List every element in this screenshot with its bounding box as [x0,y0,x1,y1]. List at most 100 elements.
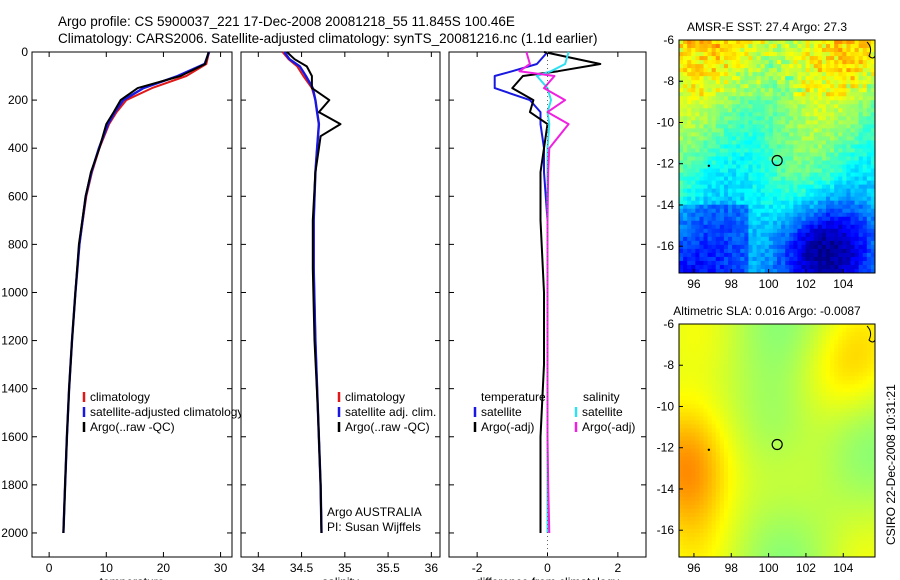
sla_map-cell [866,348,872,353]
sst_map-cell [695,120,700,125]
sla_map-cell [789,328,794,333]
sla_map-cell [813,436,819,441]
sla_map-cell [821,416,827,421]
sla_map-cell [756,448,762,453]
sst_map-cell [764,152,770,157]
sla_map-cell [805,428,811,433]
sst_map-cell [728,64,733,69]
sst_map-cell [870,260,876,266]
sst_map-cell [817,204,823,210]
sla_map-cell [809,380,815,385]
sst_map-cell [813,236,819,242]
sla_map-cell [793,324,798,329]
sla_map-cell [707,324,713,329]
sla_map-cell [858,388,864,393]
sla_map-cell [744,372,749,377]
sla_map-cell [764,480,770,486]
sst_map-cell [768,228,774,234]
sst_map-cell [699,164,704,169]
sst_map-cell [826,136,831,141]
sst_map-cell [862,52,868,57]
sst_map-cell [793,192,798,198]
sla_map-cell [703,432,708,437]
sla_map-cell [683,448,688,453]
sst_map-cell [699,204,704,210]
sst_map-cell [707,260,713,266]
sla_map-cell [842,464,847,470]
sst_map-cell [736,100,741,105]
sst_map-cell [850,244,855,250]
sst_map-cell [777,244,782,250]
sst_map-cell [789,224,794,230]
sla_map-cell [719,388,725,393]
sst_map-cell [854,244,860,250]
sst_map-cell [858,268,864,274]
sst_map-cell [744,116,749,121]
sst_map-cell [842,176,847,182]
sla_map-cell [728,416,733,421]
sla_map-cell [744,484,749,490]
sla_map-cell [854,384,860,389]
sla_map-cell [764,396,770,401]
sla_map-cell [785,332,790,337]
sst_map-cell [723,144,729,149]
sst_map-cell [846,240,851,246]
sla_map-cell [866,484,872,490]
sst_map-cell [805,268,811,274]
sst_map-cell [732,92,737,97]
sst_map-cell [744,72,749,77]
sla_map-cell [764,356,770,361]
sla_map-cell [679,440,684,445]
sla_map-cell [715,340,721,345]
sla_map-cell [728,348,733,353]
sla_map-cell [740,412,745,417]
sst_map-cell [756,108,762,113]
sst_map-cell [813,268,819,274]
sst_map-cell [846,204,851,210]
sst_map-cell [752,200,757,206]
sst_map-cell [866,52,872,57]
sla_map-cell [711,348,717,353]
sla_map-cell [699,340,704,345]
sla_map-cell [723,412,729,417]
sla_map-cell [858,488,864,494]
sst_map-cell [797,136,802,141]
sst_map-cell [870,84,876,89]
sst_map-cell [809,140,815,145]
sst_map-cell [715,100,721,105]
sst_map-cell [711,48,717,53]
sla_map-cell [687,460,692,466]
sla_map-cell [789,436,794,441]
sst_map-cell [854,120,860,125]
sst_map-cell [764,208,770,214]
sst_map-cell [777,192,782,198]
sst_map-cell [679,56,684,61]
sla_map-cell [707,452,713,457]
sst_map-cell [777,128,782,133]
sla_map-cell [756,408,762,413]
sla_map-cell [862,488,868,494]
sst_map-cell [711,116,717,121]
sla_map-cell [777,388,782,393]
sla_map-cell [740,468,745,474]
sla_map-cell [785,388,790,393]
sla_map-cell [752,388,757,393]
sla_map-cell [772,396,778,401]
sst_map-cell [695,236,700,242]
sst_map-cell [707,216,713,222]
sst_map-cell [764,184,770,190]
sla_map-cell [756,484,762,490]
sst_map-cell [719,252,725,258]
sst_map-cell [785,228,790,234]
sst_map-xtick-label: 102 [796,277,816,291]
sla_map-cell [830,384,835,389]
sla_map-cell [740,324,745,329]
sst_map-cell [785,252,790,258]
sst_map-cell [683,128,688,133]
sst_map-cell [821,140,827,145]
sst_map-cell [834,132,839,137]
sst_map-cell [703,152,708,157]
sla_map-cell [854,328,860,333]
sst_map-cell [711,236,717,242]
sla_map-cell [723,376,729,381]
